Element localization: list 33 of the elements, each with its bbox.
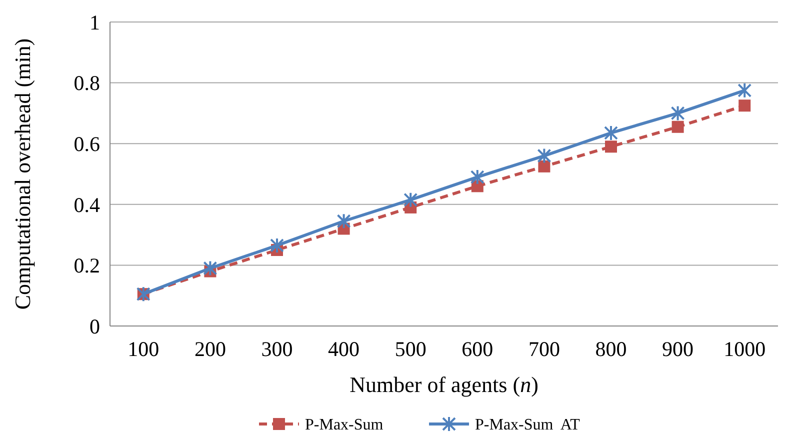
point — [336, 213, 351, 230]
point — [738, 82, 752, 98]
y-axis-title: Computational overhead (min) — [10, 38, 35, 310]
y-tick-label: 0 — [90, 314, 100, 338]
y-tick-label: 0.6 — [74, 132, 100, 156]
point — [470, 169, 484, 186]
point — [404, 192, 418, 208]
point — [538, 160, 550, 172]
point — [738, 100, 751, 112]
legend-label: P-Max-Sum — [305, 416, 384, 434]
x-tick-label: 300 — [261, 337, 293, 361]
point — [537, 148, 552, 164]
x-tick-label: 600 — [462, 337, 494, 361]
x-axis-title: Number of agents (n) — [350, 372, 538, 397]
x-tick-label: 900 — [662, 337, 694, 361]
y-tick-label: 0.8 — [74, 71, 100, 96]
y-tick-label: 0.4 — [74, 192, 100, 217]
x-tick-label: 700 — [528, 337, 560, 361]
y-tick-label: 0.2 — [74, 254, 100, 278]
x-tick-label: 800 — [595, 337, 627, 361]
x-tick-label: 100 — [128, 337, 160, 361]
point — [203, 260, 218, 276]
x-tick-label: 1000 — [724, 337, 766, 361]
legend-label: P-Max-Sum AT — [475, 416, 580, 434]
point — [604, 124, 618, 141]
x-tick-label: 500 — [394, 337, 426, 361]
x-tick-label: 400 — [328, 337, 360, 361]
point — [605, 140, 617, 153]
y-tick-label: 1 — [90, 10, 100, 34]
point — [270, 237, 284, 254]
point — [672, 120, 684, 133]
point — [670, 105, 685, 122]
x-tick-label: 200 — [194, 337, 226, 361]
